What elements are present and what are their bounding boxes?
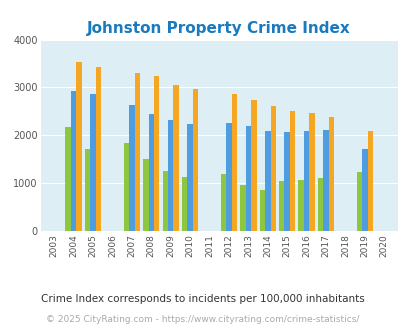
Bar xyxy=(322,130,328,231)
Bar xyxy=(278,181,284,231)
Title: Johnston Property Crime Index: Johnston Property Crime Index xyxy=(87,21,350,36)
Text: Crime Index corresponds to incidents per 100,000 inhabitants: Crime Index corresponds to incidents per… xyxy=(41,294,364,304)
Bar xyxy=(356,172,361,231)
Bar xyxy=(259,190,264,231)
Bar xyxy=(367,130,372,231)
Bar xyxy=(298,180,303,231)
Bar xyxy=(270,106,275,231)
Bar xyxy=(187,124,192,231)
Bar xyxy=(85,149,90,231)
Bar xyxy=(148,114,153,231)
Bar xyxy=(226,123,231,231)
Bar xyxy=(303,131,309,231)
Bar xyxy=(245,126,250,231)
Bar xyxy=(124,143,129,231)
Bar xyxy=(250,100,256,231)
Bar xyxy=(328,116,333,231)
Bar xyxy=(289,112,294,231)
Bar xyxy=(71,91,76,231)
Bar xyxy=(129,105,134,231)
Bar xyxy=(76,62,81,231)
Bar xyxy=(134,73,140,231)
Bar xyxy=(168,119,173,231)
Text: © 2025 CityRating.com - https://www.cityrating.com/crime-statistics/: © 2025 CityRating.com - https://www.city… xyxy=(46,315,359,324)
Bar xyxy=(65,127,71,231)
Bar xyxy=(143,159,148,231)
Bar xyxy=(96,67,101,231)
Bar xyxy=(264,131,270,231)
Bar xyxy=(240,185,245,231)
Bar xyxy=(317,178,322,231)
Bar xyxy=(284,132,289,231)
Bar xyxy=(162,171,168,231)
Bar xyxy=(153,77,159,231)
Bar xyxy=(231,94,237,231)
Bar xyxy=(220,174,226,231)
Bar xyxy=(309,113,314,231)
Bar xyxy=(192,89,198,231)
Bar xyxy=(90,94,96,231)
Bar xyxy=(173,84,179,231)
Bar xyxy=(361,149,367,231)
Bar xyxy=(181,177,187,231)
